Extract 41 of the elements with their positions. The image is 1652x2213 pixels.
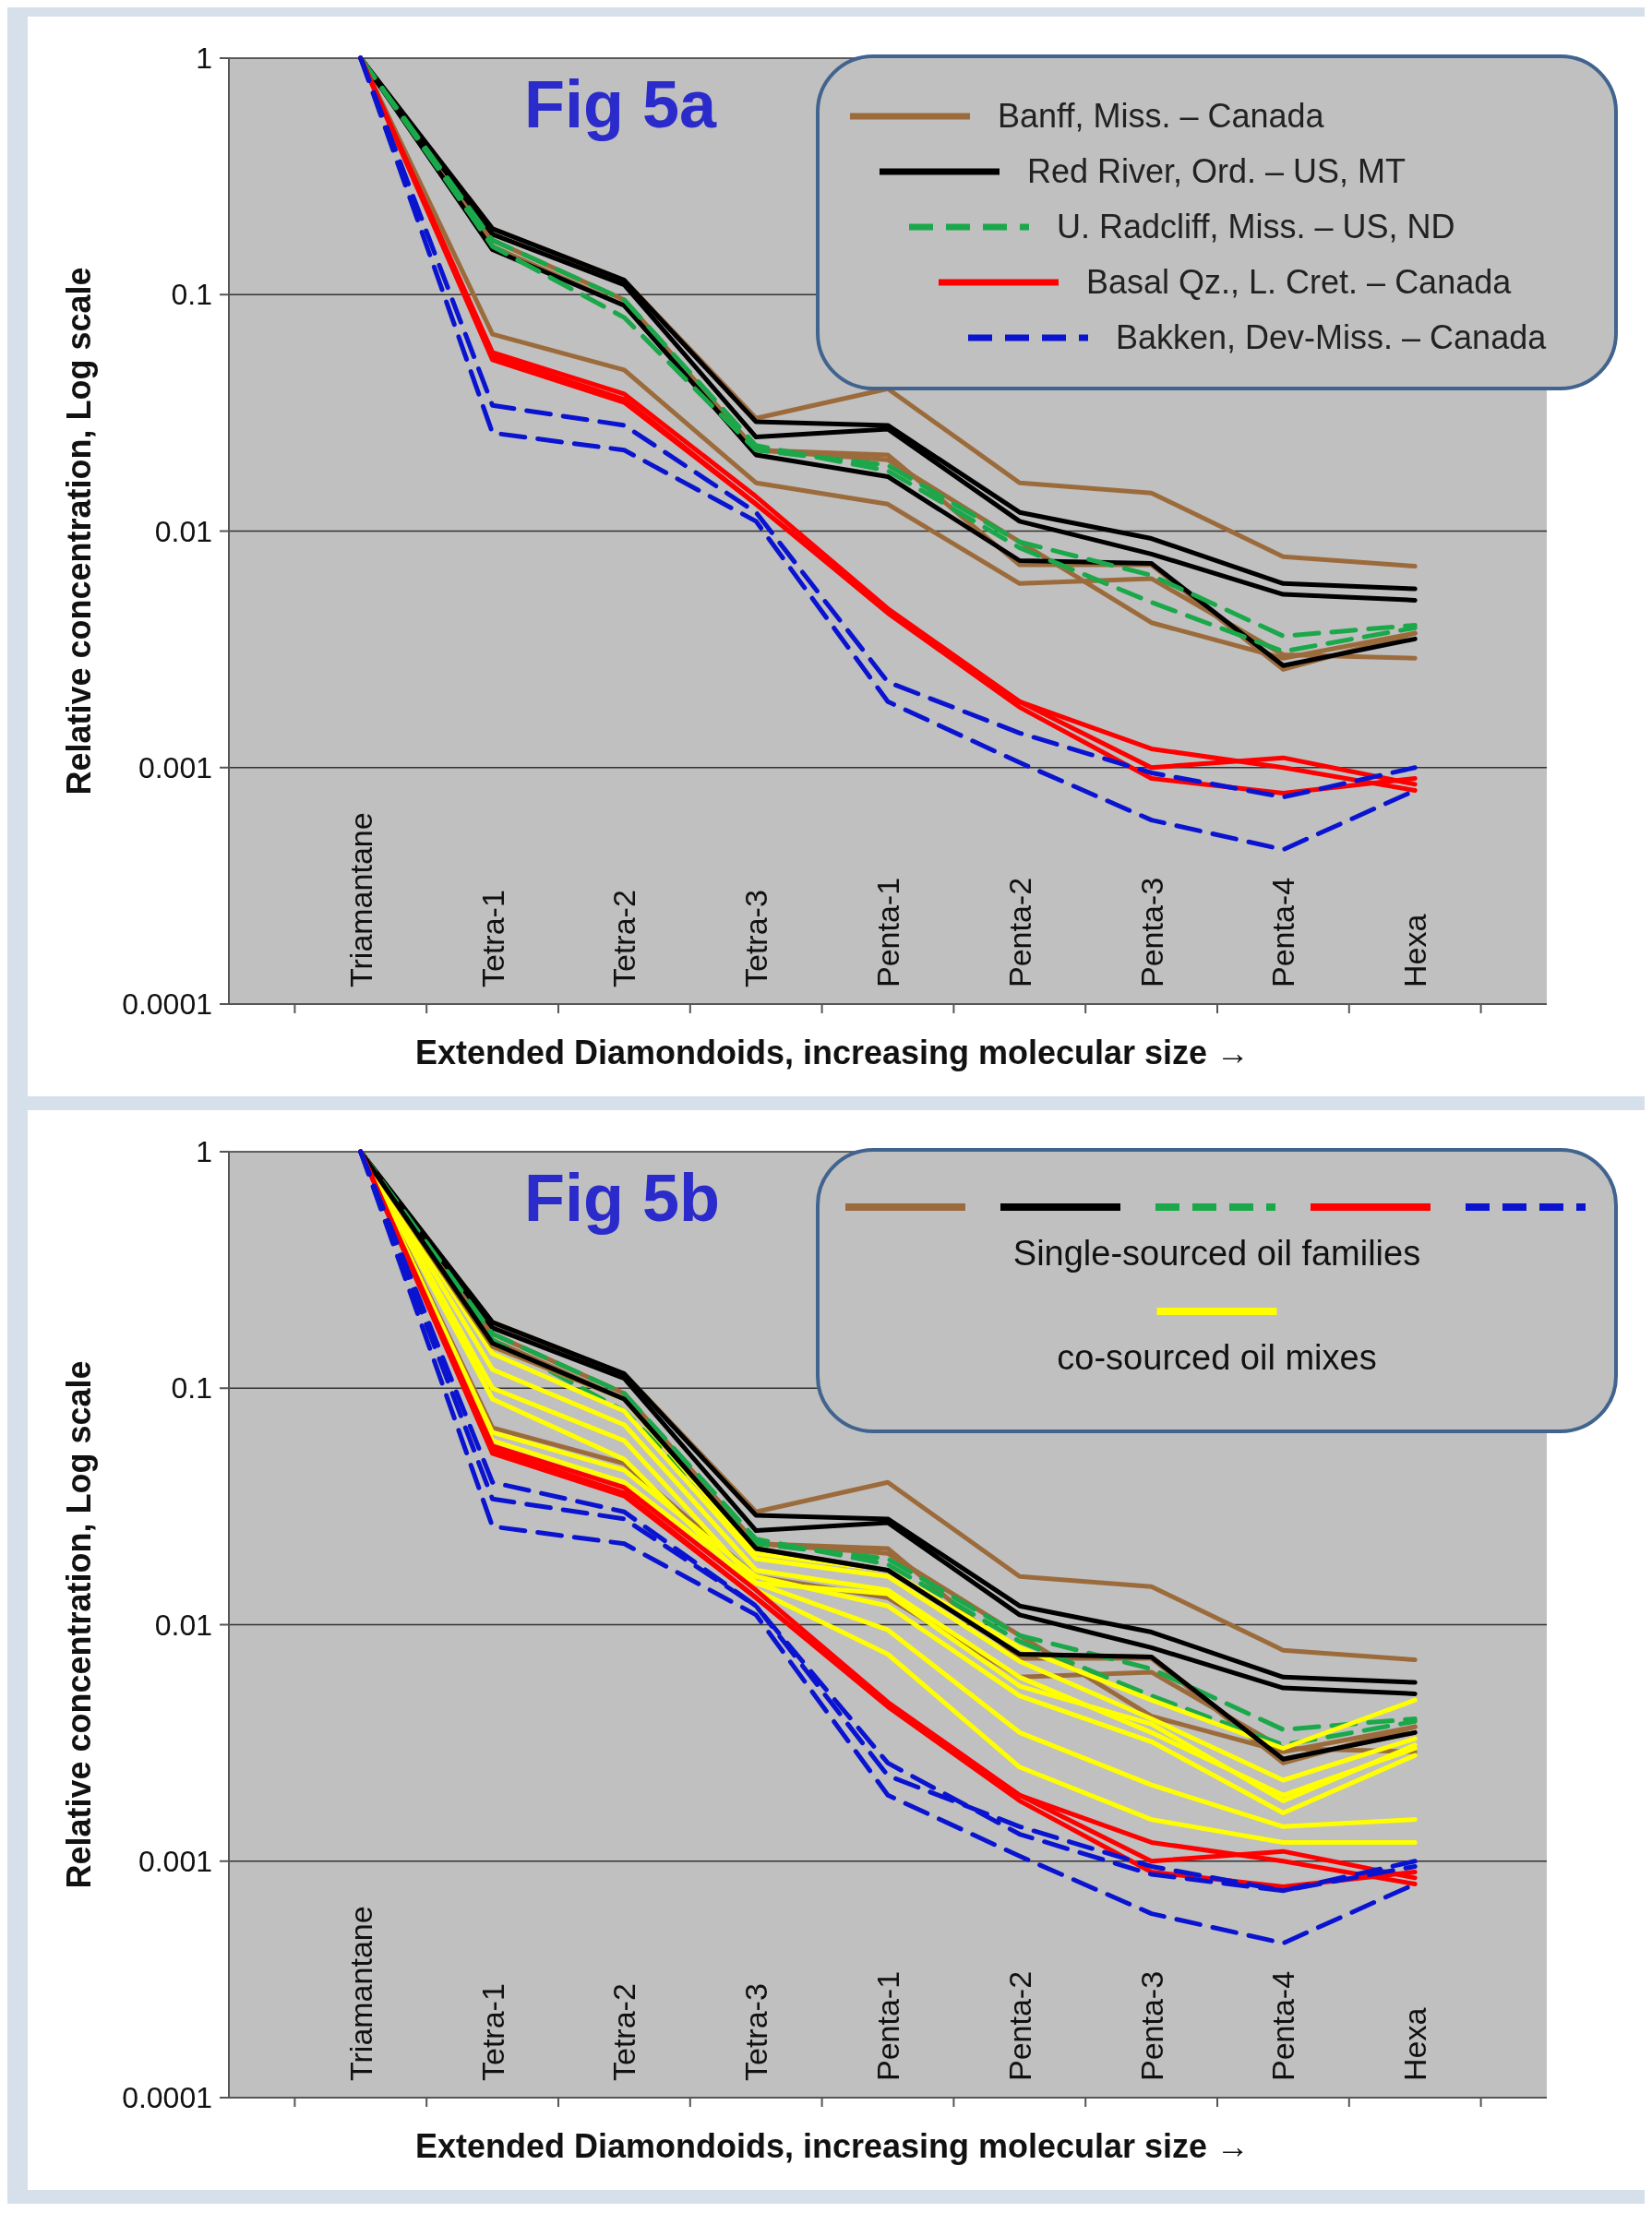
x-tick-label: Tetra-3: [738, 890, 774, 987]
x-tick-label: Penta-3: [1133, 1970, 1169, 2081]
x-axis-title: Extended Diamondoids, increasing molecular size →: [414, 1034, 1251, 1071]
x-tick-label: Penta-3: [1133, 877, 1169, 987]
y-tick-label: 0.0001: [122, 987, 212, 1021]
y-tick-label: 0.01: [154, 514, 212, 548]
y-tick-label: 0.001: [138, 750, 212, 784]
y-tick-label: 0.001: [138, 1844, 212, 1878]
x-tick-label: Tetra-1: [474, 1983, 510, 2081]
x-tick-label: Hexa: [1397, 2007, 1433, 2081]
y-tick-label: 0.1: [171, 1371, 212, 1406]
y-axis-title: Relative concentration, Log scale: [60, 1360, 98, 1889]
chart-title: Fig 5a: [524, 67, 718, 141]
x-axis-title: Extended Diamondoids, increasing molecular size →: [414, 2127, 1251, 2165]
x-tick-label: Penta-4: [1265, 1970, 1301, 2081]
legend-label: Basal Qz., L. Cret. – Canada: [1086, 263, 1513, 301]
x-tick-label: Hexa: [1397, 914, 1433, 987]
x-tick-label: Tetra-2: [606, 890, 642, 987]
y-tick-label: 0.1: [171, 278, 212, 312]
legend-label: Red River, Ord. – US, MT: [1027, 152, 1407, 190]
legend-label: Banff, Miss. – Canada: [998, 97, 1325, 135]
x-tick-label: Tetra-3: [738, 1983, 774, 2081]
x-tick-label: Penta-1: [870, 877, 905, 987]
x-tick-label: Penta-2: [1001, 1970, 1037, 2081]
x-tick-label: Triamantane: [342, 1906, 378, 2081]
x-tick-label: Tetra-1: [474, 890, 510, 987]
legend-title: Single-sourced oil families: [1012, 1234, 1421, 1273]
legend-label: Bakken, Dev-Miss. – Canada: [1116, 318, 1548, 356]
y-tick-label: 0.0001: [122, 2081, 212, 2114]
legend-label: co-sourced oil mixes: [1057, 1338, 1377, 1377]
chart-title: Fig 5b: [524, 1161, 720, 1235]
y-tick-label: 0.01: [154, 1608, 212, 1642]
x-tick-label: Penta-1: [870, 1970, 905, 2081]
legend-label: U. Radcliff, Miss. – US, ND: [1057, 208, 1455, 245]
y-tick-label: 1: [196, 42, 212, 75]
x-tick-label: Triamantane: [342, 812, 378, 987]
x-tick-label: Penta-2: [1001, 877, 1037, 987]
x-tick-label: Penta-4: [1265, 877, 1301, 987]
y-axis-title: Relative concentration, Log scale: [60, 267, 98, 795]
x-tick-label: Tetra-2: [606, 1983, 642, 2081]
y-tick-label: 1: [196, 1135, 212, 1168]
